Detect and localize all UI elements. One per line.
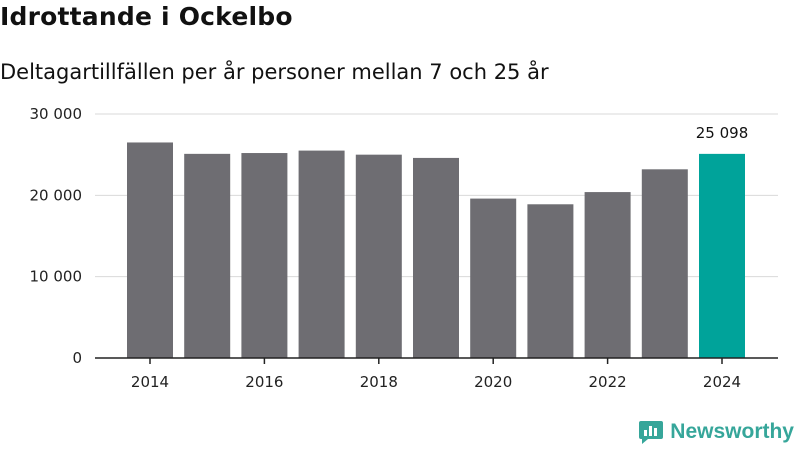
bar (298, 150, 345, 358)
bars (127, 142, 745, 358)
bar (355, 154, 402, 358)
bar (184, 153, 231, 358)
chart-subtitle: Deltagartillfällen per år personer mella… (0, 60, 549, 84)
bar (641, 169, 688, 358)
x-tick-label: 2020 (474, 373, 512, 391)
x-tick-label: 2024 (703, 373, 741, 391)
labels: 0 10 000 20 000 30 000 2014 2016 2018 2020 2022 2… (30, 105, 749, 391)
y-tick-label: 30 000 (30, 105, 83, 123)
axes (95, 357, 778, 364)
bar-highlight (699, 153, 745, 358)
bar (470, 198, 517, 358)
x-tick-label: 2014 (131, 373, 169, 391)
data-label-highlight: 25 098 (696, 124, 749, 142)
bar (584, 192, 631, 358)
newsworthy-logo-icon (639, 421, 664, 444)
chart-title: Idrottande i Ockelbo (0, 2, 293, 31)
x-tick-label: 2022 (589, 373, 627, 391)
brand-name: Newsworthy (670, 420, 794, 443)
newsworthy-brand: Newsworthy (638, 419, 794, 445)
bar (527, 204, 574, 358)
bar (127, 142, 173, 358)
y-tick-label: 20 000 (30, 186, 83, 204)
x-tick-label: 2016 (245, 373, 283, 391)
y-tick-label: 0 (72, 349, 82, 367)
x-tick-label: 2018 (360, 373, 398, 391)
bar (413, 157, 459, 358)
y-tick-label: 10 000 (30, 268, 83, 286)
bar (241, 153, 288, 358)
